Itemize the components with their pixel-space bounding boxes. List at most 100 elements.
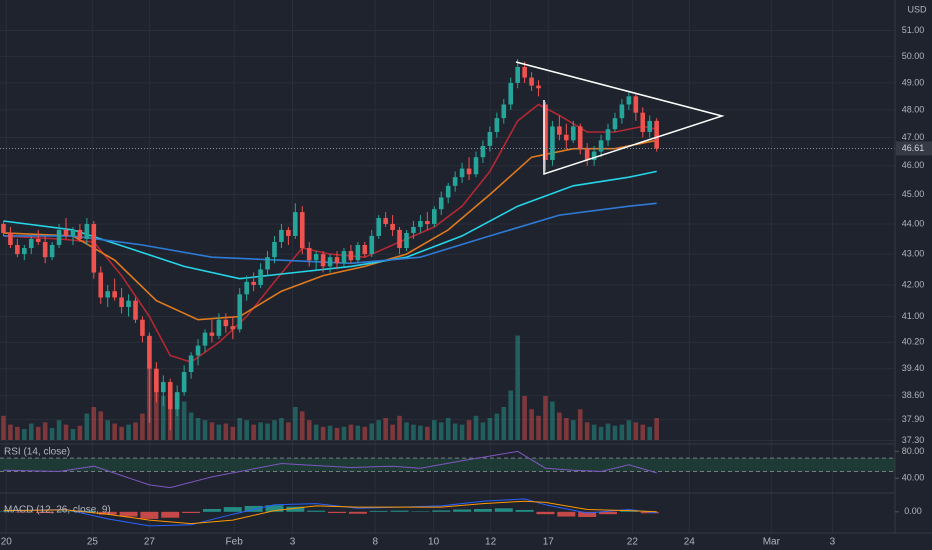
macd-histogram-bar bbox=[494, 508, 513, 512]
volume-bar bbox=[98, 411, 104, 440]
volume-bar bbox=[112, 423, 117, 440]
candle-body bbox=[77, 229, 83, 239]
x-tick-label: 3 bbox=[290, 537, 296, 548]
volume-bar bbox=[487, 418, 493, 440]
candle-body bbox=[647, 120, 653, 132]
candle-body bbox=[355, 244, 361, 261]
y-tick-label: 48.00 bbox=[902, 104, 925, 114]
macd-histogram-bar bbox=[140, 511, 159, 519]
x-tick-label: 3 bbox=[830, 537, 836, 548]
candle-body bbox=[557, 126, 562, 135]
volume-bar bbox=[536, 415, 541, 440]
volume-bar bbox=[286, 422, 291, 440]
macd-histogram-bar bbox=[182, 511, 201, 513]
volume-bar bbox=[154, 379, 159, 440]
volume-bar bbox=[341, 426, 347, 440]
candle-body bbox=[494, 118, 500, 132]
currency-label: USD bbox=[907, 4, 927, 14]
candle-body bbox=[216, 319, 222, 336]
candle-body bbox=[501, 104, 507, 119]
macd-histogram-bar bbox=[453, 509, 472, 512]
volume-bar bbox=[598, 426, 604, 440]
candle-body bbox=[411, 226, 416, 233]
candle-body bbox=[91, 223, 97, 273]
macd-histogram-bar bbox=[348, 511, 367, 514]
moving-average bbox=[3, 170, 657, 280]
volume-bar bbox=[362, 426, 368, 440]
candle-body bbox=[529, 77, 534, 86]
macd-histogram-bar bbox=[536, 511, 555, 515]
x-tick-label: 22 bbox=[627, 537, 639, 548]
volume-bar bbox=[22, 429, 27, 440]
volume-bar bbox=[355, 425, 361, 440]
volume-bar bbox=[647, 426, 653, 440]
candle-body bbox=[487, 131, 493, 146]
volume-bar bbox=[619, 424, 625, 440]
candle-body bbox=[63, 229, 69, 236]
volume-bar bbox=[251, 424, 256, 440]
volume-bar bbox=[591, 424, 597, 440]
volume-bar bbox=[459, 424, 465, 440]
volume-bar bbox=[550, 401, 555, 440]
candle-body bbox=[286, 229, 291, 236]
volume-bar bbox=[320, 426, 326, 440]
volume-bar bbox=[404, 422, 409, 440]
candle-body bbox=[605, 129, 611, 141]
candle-body bbox=[570, 126, 576, 141]
candle-body bbox=[188, 355, 194, 373]
volume-bar bbox=[35, 426, 41, 440]
plot-area bbox=[0, 59, 895, 527]
volume-bar bbox=[244, 420, 249, 440]
candle-body bbox=[334, 257, 340, 264]
candle-body bbox=[445, 185, 451, 198]
candle-body bbox=[15, 244, 20, 255]
y-tick-label: 37.90 bbox=[902, 414, 925, 424]
x-tick-label: 25 bbox=[87, 537, 99, 548]
candle-body bbox=[473, 157, 479, 175]
candle-body bbox=[459, 168, 465, 178]
candle-body bbox=[508, 82, 514, 105]
volume-bar bbox=[49, 427, 55, 440]
volume-bar bbox=[119, 426, 124, 440]
candle-body bbox=[327, 257, 333, 267]
macd-histogram-bar bbox=[619, 510, 638, 512]
candle-body bbox=[119, 297, 124, 307]
macd-title: MACD (12, 26, close, 9) bbox=[4, 505, 111, 516]
candle-body bbox=[550, 126, 555, 161]
volume-bar bbox=[397, 415, 402, 440]
volume-bar bbox=[390, 424, 395, 440]
x-tick-label: 27 bbox=[144, 537, 156, 548]
macd-histogram-bar bbox=[0, 511, 13, 512]
volume-bar bbox=[160, 396, 166, 440]
moving-average bbox=[3, 103, 657, 363]
macd-histogram-bar bbox=[161, 511, 180, 518]
candle-body bbox=[244, 281, 249, 295]
volume-bar bbox=[515, 335, 520, 440]
volume-bar bbox=[77, 425, 83, 440]
macd-line bbox=[3, 498, 657, 527]
candle-body bbox=[313, 254, 319, 261]
candle-body bbox=[8, 232, 13, 245]
volume-bar bbox=[306, 420, 312, 440]
candle-body bbox=[181, 372, 187, 393]
candle-body bbox=[56, 229, 62, 245]
candle-body bbox=[133, 300, 138, 320]
candle-body bbox=[1, 223, 6, 233]
candle-body bbox=[480, 145, 486, 158]
volume-bar bbox=[230, 426, 236, 440]
x-tick-label: 24 bbox=[684, 537, 696, 548]
volume-bar bbox=[369, 423, 375, 440]
volume-bar bbox=[70, 429, 76, 440]
macd-histogram-bar bbox=[599, 511, 618, 515]
candle-body bbox=[174, 392, 180, 410]
candle-body bbox=[35, 238, 41, 242]
macd-histogram-bar bbox=[369, 510, 388, 512]
candle-body bbox=[418, 220, 423, 227]
candle-body bbox=[167, 382, 173, 410]
candle-body bbox=[112, 291, 117, 298]
candle-body bbox=[209, 332, 215, 336]
volume-bar bbox=[334, 427, 340, 440]
candle-body bbox=[341, 251, 347, 264]
candle-body bbox=[84, 223, 90, 239]
